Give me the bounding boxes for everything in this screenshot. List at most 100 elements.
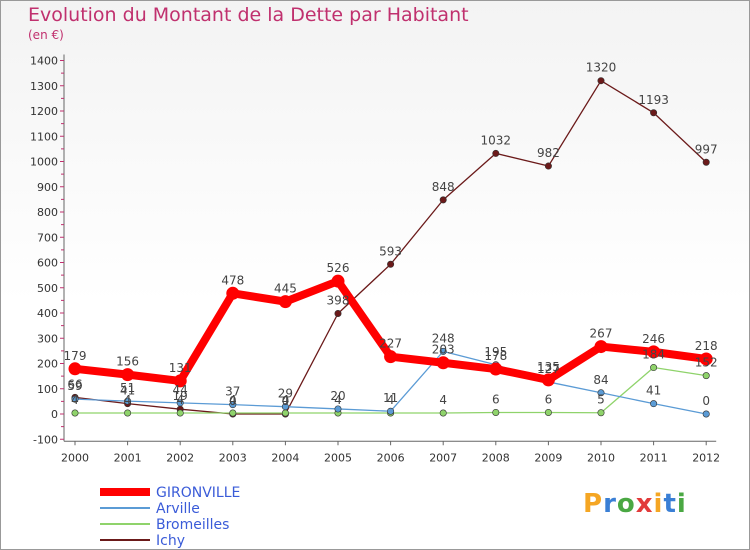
data-point-arville [650,400,658,408]
y-tick-label: 1200 [30,105,58,118]
data-point-ichy [492,149,500,157]
data-label: 127 [537,362,560,376]
chart-title: Evolution du Montant de la Dette par Hab… [28,4,469,26]
x-tick-label: 2011 [640,451,668,464]
data-point-bromeilles [71,409,79,417]
data-point-gironville [121,368,135,382]
x-tick-label: 2000 [61,451,89,464]
data-label: 0 [282,394,290,408]
data-label: 227 [379,337,402,351]
data-point-arville [702,410,710,418]
data-point-gironville [594,340,608,354]
data-point-ichy [439,196,447,204]
data-point-arville [71,395,79,403]
data-label: 20 [330,389,345,403]
data-label: 37 [225,385,240,399]
data-label: 218 [695,339,718,353]
y-tick-label: 900 [37,181,58,194]
logo-letter: o [616,489,636,519]
data-label: 0 [229,394,237,408]
y-tick-label: 200 [37,358,58,371]
x-tick-label: 2008 [482,451,510,464]
data-label: 5 [597,393,605,407]
data-label: 982 [537,146,560,160]
data-point-gironville [331,274,345,288]
legend-label: Ichy [156,533,185,549]
y-tick-label: 1000 [30,156,58,169]
data-point-ichy [702,158,710,166]
data-label: 4 [334,393,342,407]
data-point-ichy [650,109,658,117]
logo-letter: i [676,489,687,519]
logo-letter: i [653,489,664,519]
data-point-bromeilles [544,408,552,416]
data-label: 6 [492,392,500,406]
data-point-arville [176,399,184,407]
data-label: 59 [67,379,82,393]
data-point-gironville [541,373,555,387]
data-point-ichy [597,77,605,85]
data-label: 246 [642,332,665,346]
data-point-arville [334,405,342,413]
x-tick-label: 2006 [377,451,405,464]
data-label: 4 [176,393,184,407]
data-point-arville [597,389,605,397]
data-point-ichy [544,162,552,170]
data-label: 29 [278,387,293,401]
data-point-gironville [384,350,398,364]
x-tick-label: 2009 [534,451,562,464]
data-point-arville [124,397,132,405]
legend-label: GIRONVILLE [156,485,240,501]
data-label: 135 [537,360,560,374]
data-label: 179 [64,349,87,363]
data-label: 848 [432,180,455,194]
data-label: 1320 [586,61,617,75]
data-label: 1193 [638,93,669,107]
data-label: 195 [484,345,507,359]
legend-label: Bromeilles [156,517,229,533]
data-point-bromeilles [597,409,605,417]
y-tick-label: 500 [37,282,58,295]
data-point-ichy [387,260,395,268]
x-tick-label: 2004 [271,451,299,464]
x-tick-label: 2012 [692,451,720,464]
data-label: 4 [71,393,79,407]
data-label: 593 [379,244,402,258]
chart-subtitle: (en €) [28,28,64,42]
data-point-bromeilles [176,409,184,417]
data-label: 398 [327,294,350,308]
data-point-bromeilles [439,409,447,417]
data-point-gironville [647,345,661,359]
logo-letter: P [583,489,604,519]
y-tick-label: 800 [37,206,58,219]
data-point-gironville [68,362,82,376]
data-point-bromeilles [124,409,132,417]
data-label: 4 [229,393,237,407]
data-label: 478 [221,273,244,287]
y-tick-label: 100 [37,383,58,396]
data-label: 152 [695,356,718,370]
data-label: 4 [282,393,290,407]
data-point-gironville [699,352,713,366]
data-label: 203 [432,343,455,357]
data-label: 267 [590,327,613,341]
data-label: 19 [173,389,188,403]
data-point-arville [439,347,447,355]
data-point-arville [387,407,395,415]
x-tick-label: 2003 [219,451,247,464]
y-tick-label: 600 [37,257,58,270]
data-point-gironville [489,362,503,376]
data-label: 526 [327,261,350,275]
data-label: 1032 [481,133,512,147]
y-tick-label: 0 [51,408,58,421]
data-label: 84 [593,373,608,387]
data-point-bromeilles [650,364,658,372]
x-tick-label: 2005 [324,451,352,464]
data-label: 184 [642,348,665,362]
data-label: 66 [67,377,82,391]
y-tick-label: -100 [33,433,58,446]
y-tick-label: 1400 [30,55,58,68]
logo-letter: r [603,489,617,519]
